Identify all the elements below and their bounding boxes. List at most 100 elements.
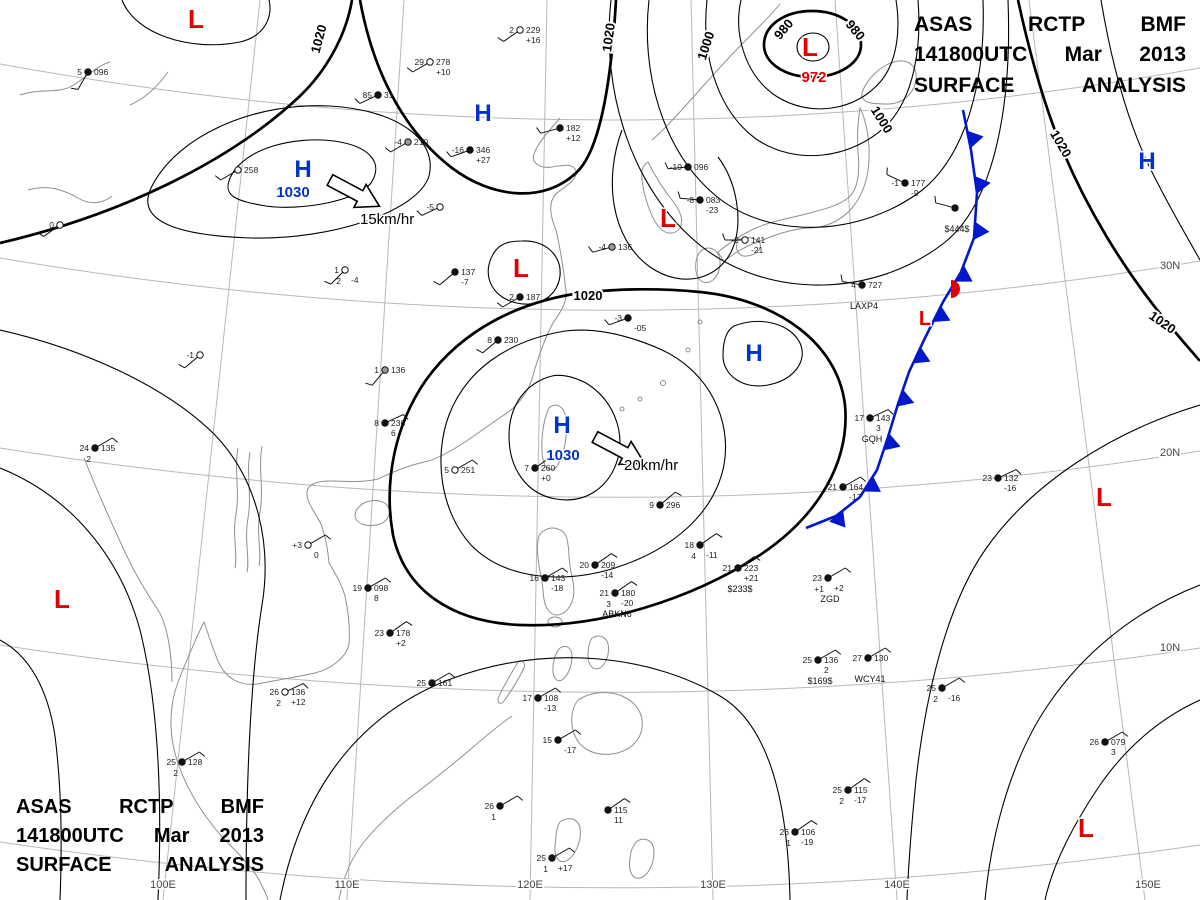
isobar-988 [738, 0, 899, 110]
station-circle [451, 466, 459, 474]
parallel-40n [0, 63, 1200, 121]
station-circle [428, 679, 436, 687]
station-circle [864, 654, 872, 662]
low-symbol: L [1096, 482, 1112, 512]
wind-barb-tick [476, 349, 483, 354]
station-pressure: 258 [244, 165, 258, 175]
wind-barb-tick [365, 382, 373, 386]
station-temp: 26 [485, 801, 495, 811]
wind-barb-tick [588, 246, 594, 253]
isobar-1016 [906, 404, 1200, 900]
station-pressure: 136 [618, 242, 632, 252]
station-pressure: 260 [541, 463, 555, 473]
wind-barb-tick [860, 476, 867, 482]
wind-barb-tick [1122, 731, 1129, 737]
station-tendency: +2 [834, 583, 844, 593]
wind-barb-tick [324, 280, 332, 285]
station-tendency: 0 [314, 550, 319, 560]
wind-barb-tick [664, 162, 669, 169]
wind-barb-tick [845, 567, 852, 573]
station-plot: 1 -4 2 [324, 265, 359, 286]
wind-barb [287, 683, 304, 692]
station-pressure: 115 [854, 785, 868, 795]
isobar-1008 [0, 639, 62, 900]
station-tendency: +0 [541, 473, 551, 483]
station-plot: 17 108-13 [523, 687, 562, 713]
station-temp: 5 [77, 67, 82, 77]
wind-barb [77, 74, 87, 90]
wind-barb [740, 556, 755, 567]
station-tendency: -14 [601, 570, 614, 580]
low-symbol: L [802, 32, 818, 62]
coast-borneo [338, 715, 513, 900]
station-temp: 2 [509, 292, 514, 302]
station-temp: 29 [415, 57, 425, 67]
cold-front-line [805, 109, 979, 530]
station-plot: 2 187 [496, 292, 540, 308]
wind-barb [421, 207, 438, 216]
isobar-1012 [984, 584, 1200, 900]
wind-barb [371, 372, 384, 386]
station-circle [938, 684, 946, 692]
wind-barb [597, 553, 612, 564]
grid-label: 110E [335, 879, 360, 891]
wind-barb-tick [497, 37, 504, 42]
chart-type: SURFACE ANALYSIS [16, 854, 264, 876]
high-center: H [1137, 147, 1157, 177]
station-pressure: 096 [694, 162, 708, 172]
station-circle [381, 366, 389, 374]
station-circle [844, 786, 852, 794]
station-plot: 18 -11 4 [685, 533, 723, 561]
low-center: L [1095, 481, 1114, 514]
wind-barb [944, 677, 960, 687]
station-circle [381, 419, 389, 427]
station-extra: 2 [276, 698, 281, 708]
wind-barb [412, 63, 428, 73]
wind-barb-tick [604, 319, 610, 326]
station-pressure: 187 [526, 292, 540, 302]
wind-barb-tick [675, 491, 682, 496]
station-circle [178, 758, 186, 766]
wind-barb [434, 672, 450, 682]
station-tendency: -23 [706, 205, 719, 215]
station-temp: 19 [353, 583, 363, 593]
coast-ryukyu-island [697, 319, 703, 325]
isobar-1024 [722, 320, 803, 387]
station-circle [494, 336, 502, 344]
station-pressure: 278 [436, 57, 450, 67]
grid-label: 30N [1160, 260, 1180, 272]
wind-barb [451, 150, 468, 158]
station-extra: 3 [606, 599, 611, 609]
station-pressure: 079 [1111, 737, 1125, 747]
station-circle [196, 351, 204, 359]
station-pressure: 128 [188, 757, 202, 767]
station-extra: 1 [786, 838, 791, 848]
station-plot: 182+12 [536, 123, 581, 143]
station-plot: -5 [416, 202, 444, 216]
low-symbol: L [188, 4, 204, 34]
station-plot: -4 210 [384, 137, 428, 153]
center-pressure-value: 1030 [546, 447, 579, 464]
station-tendency: -7 [461, 277, 469, 287]
station-plot: 9 296 [649, 491, 682, 510]
station-plot: -2 141-21 [721, 233, 765, 255]
product-id: ASAS RCTP BMF [914, 13, 1186, 36]
station-circle [824, 574, 832, 582]
arrow-layer: 15km/hr 20km/hr [326, 173, 680, 476]
low-center: L [659, 202, 678, 235]
station-plot: -3 -05 [604, 313, 647, 333]
coast-ryukyu-island [685, 347, 691, 353]
wind-barb-tick [716, 533, 723, 538]
low-symbol: L [54, 584, 70, 614]
wind-barb [886, 174, 903, 183]
wind-barb-tick [37, 232, 44, 237]
isobar-1000 [705, 0, 920, 157]
cold-front-pip [955, 266, 973, 282]
low-center: L [917, 307, 932, 332]
wind-barb [609, 318, 626, 326]
isobar-1012 [608, 0, 1010, 286]
wind-barb [540, 687, 556, 697]
